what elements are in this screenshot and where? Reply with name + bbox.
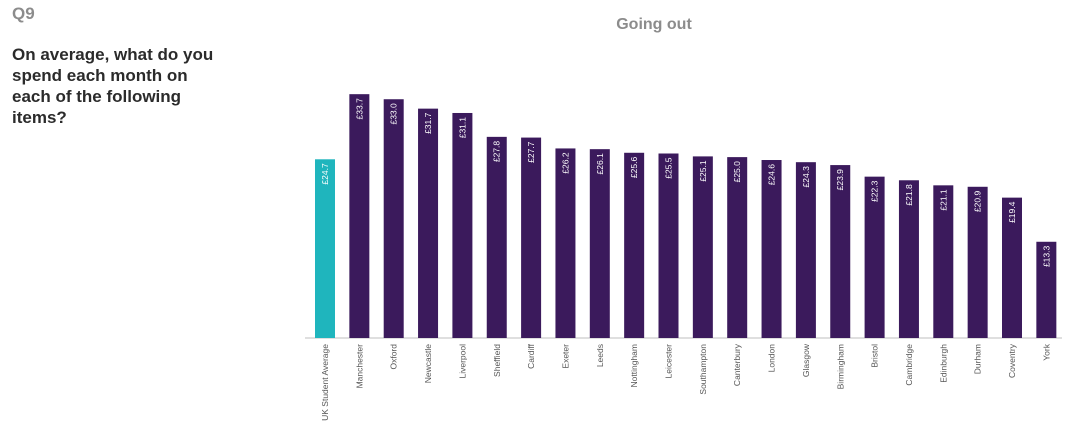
bar: [727, 157, 748, 338]
x-tick-label: Glasgow: [801, 343, 811, 377]
bar: [933, 185, 954, 338]
x-tick-label: London: [767, 344, 777, 373]
x-tick-label: Edinburgh: [938, 344, 948, 383]
x-tick-label: Nottingham: [629, 344, 639, 387]
question-text: On average, what do you spend each month…: [12, 45, 214, 127]
x-tick-label: Newcastle: [423, 344, 433, 383]
data-label: £25.0: [732, 161, 742, 183]
x-tick-label: Liverpool: [457, 344, 467, 379]
x-tick-label: Sheffield: [492, 344, 502, 377]
bar: [555, 148, 576, 338]
data-label: £25.1: [698, 160, 708, 182]
data-label: £27.7: [526, 141, 536, 163]
data-label: £13.3: [1041, 246, 1051, 268]
data-label: £22.3: [870, 180, 880, 202]
data-label: £24.3: [801, 166, 811, 188]
x-tick-label: Canterbury: [732, 343, 742, 386]
x-tick-label: York: [1041, 343, 1051, 360]
data-label: £33.7: [354, 98, 364, 120]
bar: [967, 186, 988, 338]
bar: [418, 108, 439, 338]
bar: [589, 149, 610, 338]
data-label: £23.9: [835, 169, 845, 191]
x-tick-label: Exeter: [560, 344, 570, 369]
bar: [315, 159, 335, 338]
data-label: £25.5: [664, 157, 674, 179]
bar: [795, 162, 816, 338]
data-label: £26.2: [560, 152, 570, 174]
data-label: £26.1: [595, 153, 605, 175]
data-label: £21.1: [938, 189, 948, 211]
bar: [830, 165, 851, 338]
chart-title: Going out: [616, 16, 692, 33]
x-tick-label: Bristol: [870, 344, 880, 368]
data-label: £27.8: [492, 141, 502, 163]
bar: [1036, 241, 1057, 338]
x-tick-label: UK Student Average: [320, 344, 330, 421]
bar: [521, 137, 542, 338]
bar: [692, 156, 713, 338]
bar: [761, 160, 782, 338]
bar: [1002, 197, 1022, 338]
bar: [864, 176, 885, 338]
data-label: £33.0: [389, 103, 399, 125]
x-tick-label: Manchester: [354, 344, 364, 389]
question-number: Q9: [12, 4, 35, 23]
x-tick-label: Cambridge: [904, 344, 914, 386]
data-label: £24.7: [320, 163, 330, 185]
x-tick-label: Durham: [973, 344, 983, 374]
bar: [624, 152, 645, 338]
x-tick-label: Oxford: [389, 344, 399, 370]
x-tick-label: Coventry: [1007, 343, 1017, 378]
data-label: £25.6: [629, 157, 639, 179]
data-label: £20.9: [973, 191, 983, 213]
data-label: £21.8: [904, 184, 914, 206]
bar: [898, 180, 919, 338]
data-label: £24.6: [767, 164, 777, 186]
x-tick-label: Cardiff: [526, 343, 536, 369]
x-tick-label: Birmingham: [835, 344, 845, 389]
x-tick-label: Southampton: [698, 344, 708, 395]
x-tick-label: Leeds: [595, 344, 605, 367]
x-tick-label: Leicester: [664, 344, 674, 379]
bar: [383, 99, 404, 338]
bar: [486, 136, 507, 338]
bar: [658, 153, 679, 338]
bar: [452, 112, 473, 338]
bar: [349, 94, 370, 338]
data-label: £31.1: [457, 117, 467, 139]
data-label: £19.4: [1007, 201, 1017, 223]
data-label: £31.7: [423, 112, 433, 134]
